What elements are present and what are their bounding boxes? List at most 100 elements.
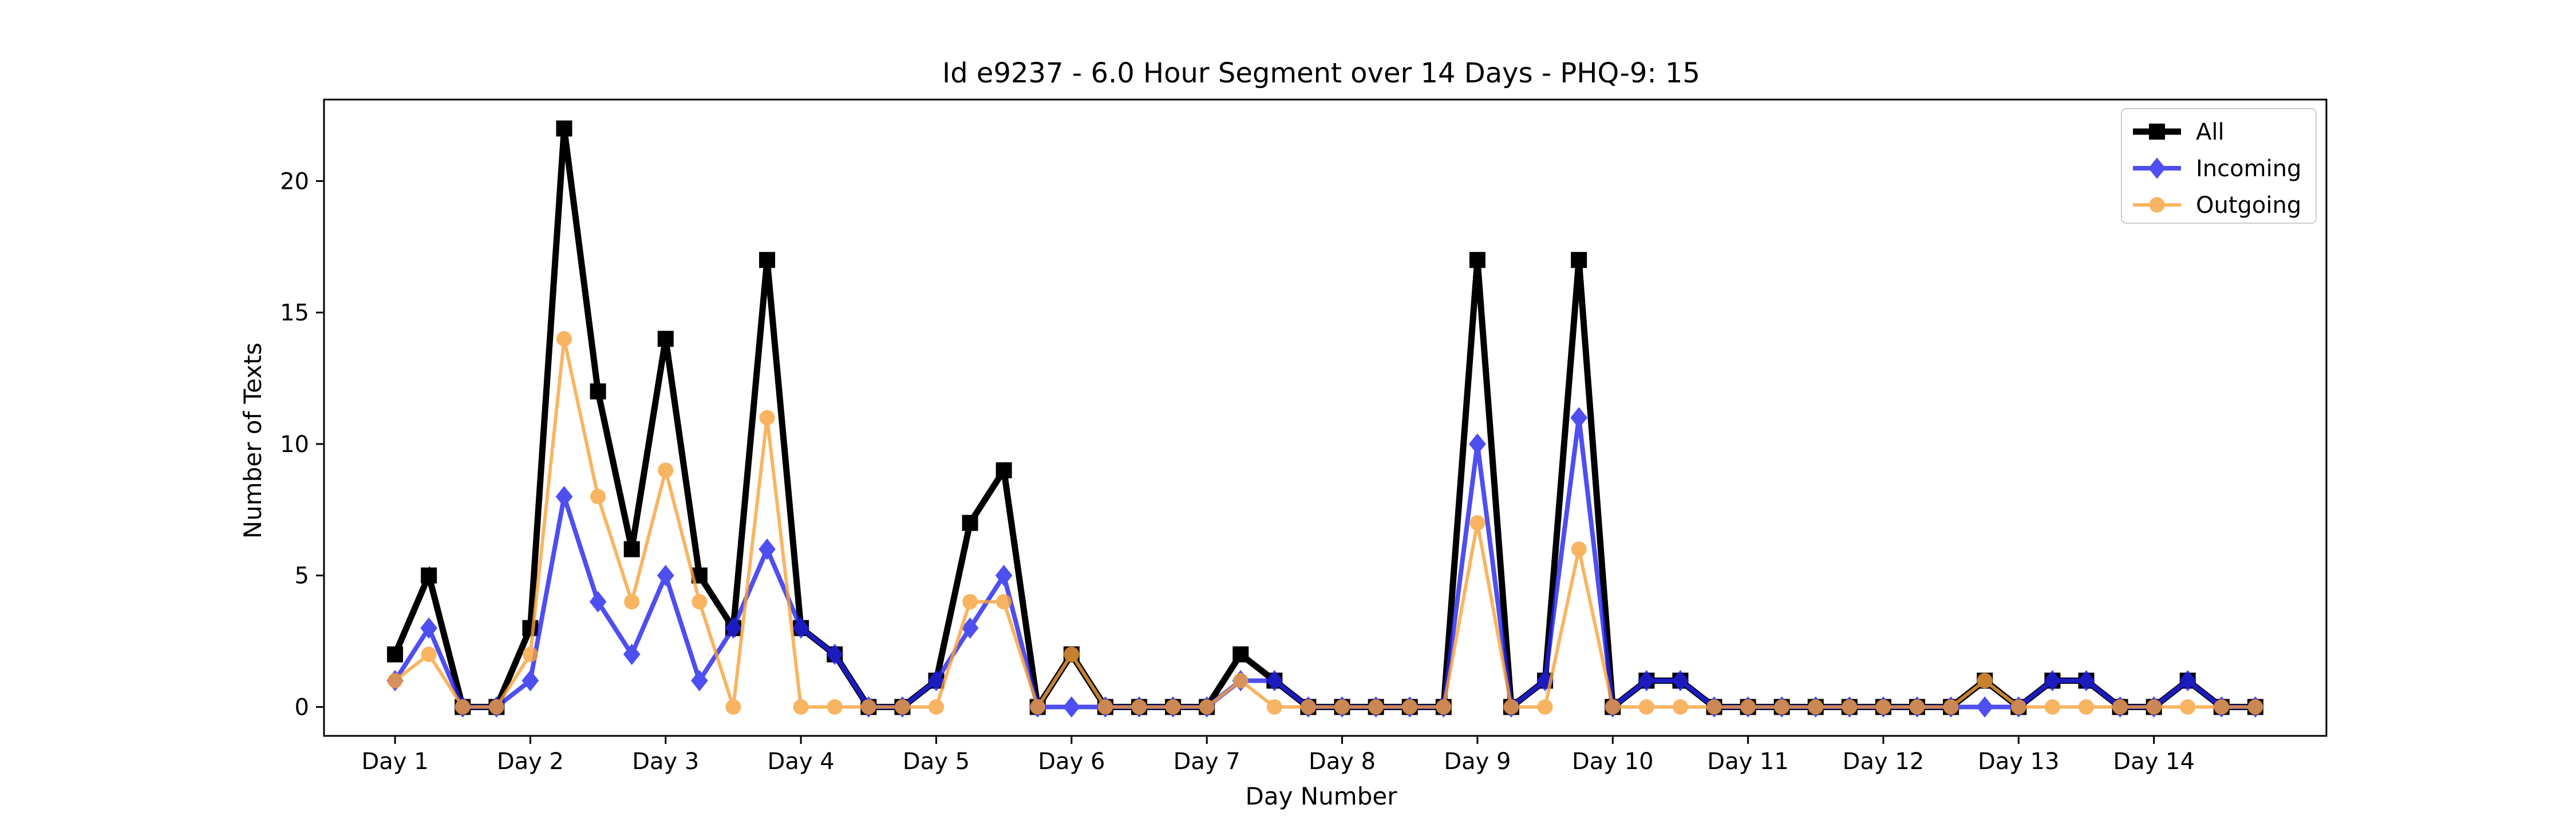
legend: All Incoming Outgoing	[2121, 108, 2317, 224]
data-point-all	[1571, 252, 1587, 268]
data-point-incoming	[1638, 670, 1656, 692]
data-point-outgoing	[1706, 699, 1722, 715]
data-point-incoming	[1570, 407, 1588, 429]
data-point-outgoing	[928, 699, 944, 715]
y-tick-label: 0	[295, 694, 309, 720]
series-all	[387, 120, 2263, 716]
data-point-outgoing	[1503, 699, 1519, 715]
data-point-outgoing	[793, 699, 809, 715]
y-tick-label: 10	[280, 431, 309, 458]
data-point-outgoing	[1097, 699, 1113, 715]
data-point-outgoing	[2010, 699, 2026, 715]
x-tick-label: Day 14	[2113, 748, 2195, 775]
data-point-outgoing	[1165, 699, 1181, 715]
data-point-outgoing	[1334, 699, 1350, 715]
series-outgoing	[387, 331, 2263, 715]
data-point-incoming	[927, 670, 945, 692]
data-point-outgoing	[1436, 699, 1452, 715]
data-point-incoming	[1062, 696, 1080, 718]
data-point-outgoing	[2078, 699, 2094, 715]
x-tick-label: Day 5	[903, 748, 970, 775]
x-tick-label: Day 13	[1978, 748, 2060, 775]
legend-entry	[2133, 157, 2181, 179]
data-point-outgoing	[1537, 699, 1553, 715]
data-point-all	[657, 331, 674, 347]
data-point-outgoing	[556, 331, 572, 347]
data-point-incoming	[961, 617, 979, 639]
data-point-incoming	[758, 538, 776, 560]
data-point-all	[995, 462, 1012, 478]
data-point-outgoing	[488, 699, 504, 715]
data-point-outgoing	[692, 594, 708, 610]
data-point-incoming	[1469, 433, 1486, 455]
x-tick-label: Day 7	[1174, 748, 1240, 775]
data-point-incoming	[555, 486, 573, 508]
data-point-incoming	[521, 670, 539, 692]
x-tick-label: Day 2	[497, 748, 564, 775]
data-point-outgoing	[1638, 699, 1654, 715]
data-point-outgoing	[1199, 699, 1215, 715]
legend-marker	[2149, 124, 2165, 140]
data-point-incoming	[690, 670, 708, 692]
data-point-outgoing	[387, 673, 403, 689]
data-point-all	[387, 646, 404, 663]
data-point-outgoing	[996, 594, 1012, 610]
data-point-all	[522, 620, 539, 636]
data-point-outgoing	[1402, 699, 1418, 715]
data-point-incoming	[420, 617, 438, 639]
data-point-outgoing	[1977, 673, 1993, 689]
x-tick-label: Day 12	[1843, 748, 1925, 775]
data-point-incoming	[1976, 696, 1994, 718]
data-point-outgoing	[860, 699, 876, 715]
legend-box	[2121, 108, 2317, 224]
data-point-outgoing	[827, 699, 843, 715]
data-point-outgoing	[1300, 699, 1316, 715]
data-point-incoming	[792, 617, 810, 639]
x-tick-label: Day 1	[362, 748, 429, 775]
legend-entry	[2133, 197, 2181, 213]
data-point-outgoing	[421, 647, 437, 663]
data-point-incoming	[995, 565, 1013, 587]
data-point-outgoing	[1808, 699, 1824, 715]
data-point-outgoing	[1774, 699, 1790, 715]
data-point-outgoing	[624, 594, 640, 610]
legend-label: All	[2196, 119, 2225, 145]
data-point-outgoing	[759, 410, 775, 426]
data-point-outgoing	[1740, 699, 1756, 715]
series-line-all	[392, 128, 2255, 716]
series-incoming	[386, 407, 2264, 718]
data-point-all	[623, 541, 640, 557]
data-point-outgoing	[1605, 699, 1621, 715]
data-point-outgoing	[962, 594, 978, 610]
data-point-outgoing	[1131, 699, 1147, 715]
y-tick-label: 20	[280, 168, 309, 195]
data-point-incoming	[1672, 670, 1689, 692]
x-tick-label: Day 6	[1038, 748, 1105, 775]
data-point-outgoing	[1842, 699, 1858, 715]
data-point-incoming	[1536, 670, 1554, 692]
data-point-outgoing	[1266, 699, 1282, 715]
data-point-all	[421, 567, 437, 584]
data-point-outgoing	[2044, 699, 2060, 715]
x-axis-label: Day Number	[1245, 782, 1397, 810]
data-point-incoming	[623, 643, 641, 665]
data-point-outgoing	[1943, 699, 1959, 715]
data-point-outgoing	[725, 699, 741, 715]
x-tick-label: Day 4	[768, 748, 835, 775]
data-point-all	[759, 252, 776, 268]
data-point-outgoing	[1909, 699, 1925, 715]
data-point-incoming	[589, 591, 607, 613]
x-tick-label: Day 9	[1444, 748, 1511, 775]
series-line-incoming	[393, 417, 2255, 711]
data-point-outgoing	[1030, 699, 1046, 715]
y-axis-label: Number of Texts	[239, 343, 267, 539]
legend-entry	[2133, 124, 2181, 140]
legend-marker	[2148, 157, 2166, 179]
data-point-outgoing	[1064, 647, 1080, 663]
x-tick-label: Day 8	[1309, 748, 1376, 775]
plot-frame	[323, 98, 2328, 737]
data-point-outgoing	[2180, 699, 2196, 715]
data-point-outgoing	[1368, 699, 1384, 715]
data-point-incoming	[657, 565, 674, 587]
